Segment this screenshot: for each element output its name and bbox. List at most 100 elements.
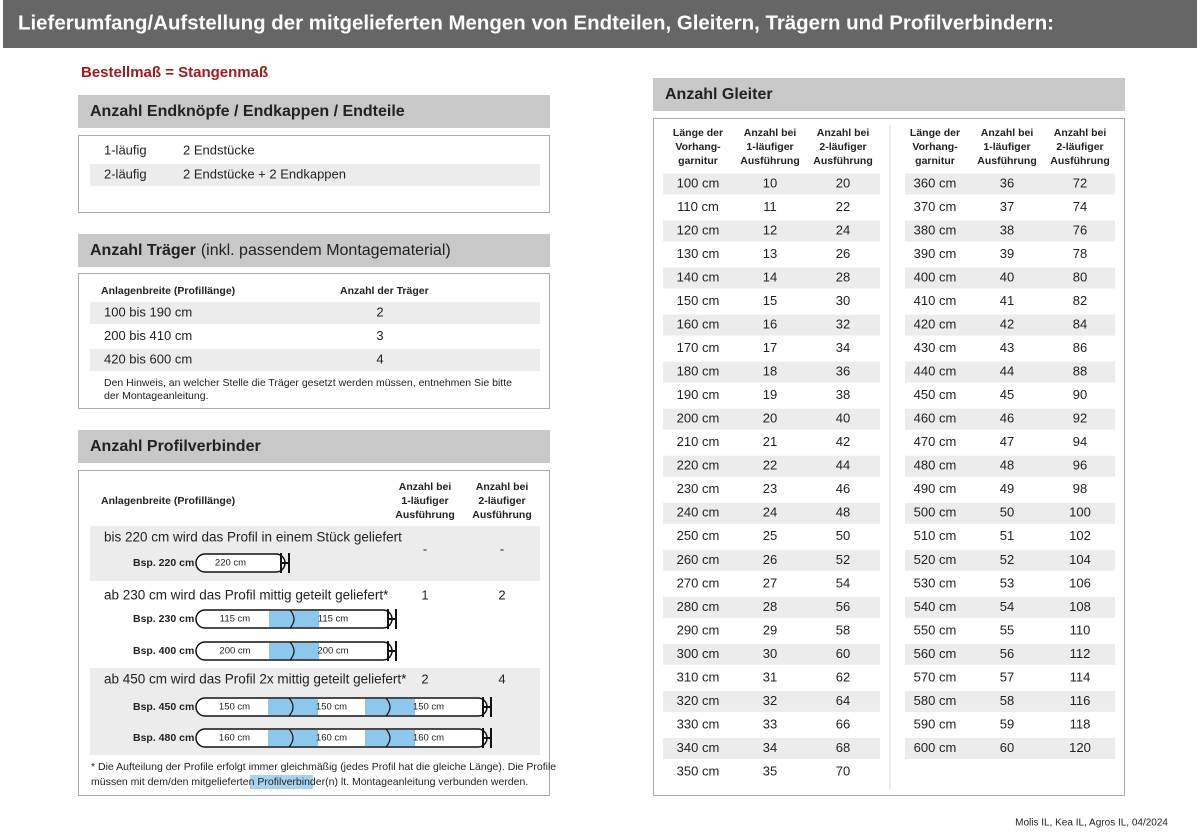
- cell: 22: [763, 458, 777, 473]
- row-shade: [905, 361, 1115, 383]
- cell: 200 cm: [677, 411, 720, 426]
- row-shade: [905, 596, 1115, 618]
- cell: 44: [1000, 364, 1014, 379]
- cell: 230 cm: [677, 481, 720, 496]
- end-cap: [387, 609, 397, 629]
- title-bar: [3, 0, 1197, 48]
- cell: 92: [1073, 411, 1087, 426]
- column-header: 1-läufiger: [746, 141, 793, 153]
- row-shade: [663, 596, 880, 618]
- cell: 210 cm: [677, 434, 720, 449]
- cell: 100: [1069, 505, 1091, 520]
- row-shade: [663, 220, 880, 242]
- cell: 120: [1069, 740, 1091, 755]
- column-header: 1-läufiger: [983, 141, 1030, 153]
- cell: 21: [763, 434, 777, 449]
- cell: 2: [376, 304, 383, 319]
- cell: 16: [763, 317, 777, 332]
- column-header: Anzahl der Träger: [340, 285, 429, 297]
- cell: 2: [421, 671, 428, 686]
- column-header: garnitur: [915, 155, 955, 167]
- cell: 130 cm: [677, 246, 720, 261]
- row-shade: [663, 549, 880, 571]
- cell: 42: [836, 434, 850, 449]
- row-shade: [663, 267, 880, 289]
- section-heading: Anzahl Profilverbinder: [90, 438, 261, 455]
- cell: 15: [763, 293, 777, 308]
- column-header: 1-läufiger: [401, 495, 448, 507]
- example-label: Bsp. 480 cm: [133, 732, 194, 744]
- cell: 52: [1000, 552, 1014, 567]
- cell: 98: [1073, 481, 1087, 496]
- cell: 260 cm: [677, 552, 720, 567]
- traeger-header: [78, 234, 550, 267]
- segment-length: 160 cm: [219, 733, 250, 744]
- cell: 46: [1000, 411, 1014, 426]
- cell: 510 cm: [914, 528, 957, 543]
- cell: 100 bis 190 cm: [104, 304, 192, 319]
- row-shade: [663, 314, 880, 336]
- cell: 90: [1073, 387, 1087, 402]
- cell: 39: [1000, 246, 1014, 261]
- cell: 360 cm: [914, 175, 957, 190]
- end-cap: [482, 728, 492, 748]
- column-header: Vorhang-: [675, 141, 721, 153]
- cell: 28: [763, 599, 777, 614]
- cell: 49: [1000, 481, 1014, 496]
- cell: 310 cm: [677, 669, 720, 684]
- cell: 220 cm: [677, 458, 720, 473]
- cell: 590 cm: [914, 716, 957, 731]
- cell: 160 cm: [677, 317, 720, 332]
- joint: [385, 728, 391, 748]
- row-shade: [905, 267, 1115, 289]
- cell: 56: [1000, 646, 1014, 661]
- cell: 32: [763, 693, 777, 708]
- cell: 116: [1070, 693, 1091, 708]
- column-header: Länge der: [910, 127, 960, 139]
- cell: 580 cm: [914, 693, 957, 708]
- cell: 120 cm: [677, 222, 720, 237]
- example-label: Bsp. 230 cm: [133, 613, 194, 625]
- cell: 280 cm: [677, 599, 720, 614]
- cell: 2: [498, 587, 505, 602]
- segment-length: 150 cm: [316, 702, 347, 713]
- cell: 56: [836, 599, 850, 614]
- row-shade: [663, 173, 880, 195]
- cell: -: [423, 541, 427, 556]
- column-header: Ausführung: [395, 509, 455, 521]
- cell: 200 bis 410 cm: [104, 328, 192, 343]
- cell: 26: [763, 552, 777, 567]
- cell: 540 cm: [914, 599, 957, 614]
- segment-length: 115 cm: [220, 614, 251, 625]
- cell: 41: [1000, 293, 1014, 308]
- segment-length: 160 cm: [413, 733, 444, 744]
- column-header: Vorhang-: [912, 141, 958, 153]
- cell: 54: [836, 575, 850, 590]
- segment-length: 150 cm: [219, 702, 250, 713]
- cell: 42: [1000, 317, 1014, 332]
- column-header: Anzahl bei: [744, 127, 797, 139]
- cell: 2 Endstücke: [183, 142, 255, 157]
- cell: 112: [1070, 646, 1091, 661]
- cell: 550 cm: [914, 622, 957, 637]
- cell: 108: [1069, 599, 1091, 614]
- cell: 84: [1073, 317, 1087, 332]
- cell: 58: [836, 622, 850, 637]
- cell: 36: [836, 364, 850, 379]
- column-header: Anzahl bei: [399, 481, 452, 493]
- heading-note: (inkl. passendem Montagematerial): [201, 242, 451, 259]
- row-shade: [663, 690, 880, 712]
- column-header: Ausführung: [813, 155, 873, 167]
- traeger-box: [78, 273, 550, 409]
- row-shade: [663, 361, 880, 383]
- cell: 30: [763, 646, 777, 661]
- cell: 70: [836, 763, 850, 778]
- column-header: Länge der: [673, 127, 723, 139]
- cell: 570 cm: [914, 669, 957, 684]
- column-header: Anzahl bei: [817, 127, 870, 139]
- cell: 59: [1000, 716, 1014, 731]
- segment-length: 220 cm: [215, 558, 246, 569]
- cell: 96: [1073, 458, 1087, 473]
- row-shade: [905, 314, 1115, 336]
- subtitle: Bestellmaß = Stangenmaß: [81, 64, 268, 81]
